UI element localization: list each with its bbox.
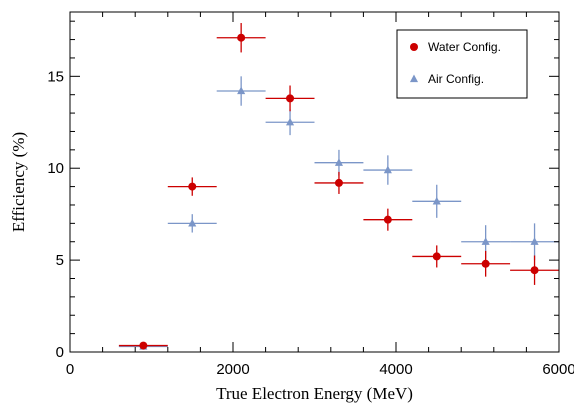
legend-label: Air Config. <box>428 72 484 86</box>
x-tick-label: 4000 <box>379 361 412 378</box>
data-point <box>334 158 343 166</box>
axis-ticks <box>69 12 560 353</box>
legend-label: Water Config. <box>428 40 501 54</box>
y-tick-label: 15 <box>47 68 64 85</box>
plot-frame <box>69 11 560 353</box>
data-point <box>481 237 490 245</box>
data-point <box>139 341 148 350</box>
legend-marker <box>409 74 419 83</box>
data-point <box>432 252 441 261</box>
data-point <box>383 215 392 224</box>
y-tick-label: 10 <box>47 160 64 177</box>
data-point <box>237 86 246 95</box>
series-air-config <box>118 76 559 350</box>
data-point <box>432 196 441 205</box>
data-point <box>237 33 246 42</box>
x-tick-labels: 0 2000 4000 6000 <box>66 361 574 378</box>
y-axis-title: Efficiency (%) <box>9 132 28 232</box>
data-point <box>334 178 343 187</box>
x-tick-label: 2000 <box>216 361 249 378</box>
data-point <box>383 165 392 174</box>
series-water-config <box>118 23 559 350</box>
y-tick-labels: 0 5 10 15 <box>47 68 64 361</box>
y-tick-label: 5 <box>56 252 64 269</box>
data-marks <box>118 23 559 350</box>
legend-marker <box>410 43 418 51</box>
data-point <box>188 218 197 227</box>
legend-box <box>396 29 528 99</box>
data-point <box>530 266 539 275</box>
data-point <box>286 94 295 103</box>
data-point <box>481 259 490 268</box>
data-point <box>530 237 539 245</box>
x-axis-title: True Electron Energy (MeV) <box>216 384 413 403</box>
y-tick-label: 0 <box>56 344 64 361</box>
legend: Water Config. Air Config. <box>396 29 528 99</box>
x-tick-label: 0 <box>66 361 74 378</box>
data-point <box>286 117 295 126</box>
x-tick-label: 6000 <box>542 361 574 378</box>
data-point <box>188 182 197 191</box>
